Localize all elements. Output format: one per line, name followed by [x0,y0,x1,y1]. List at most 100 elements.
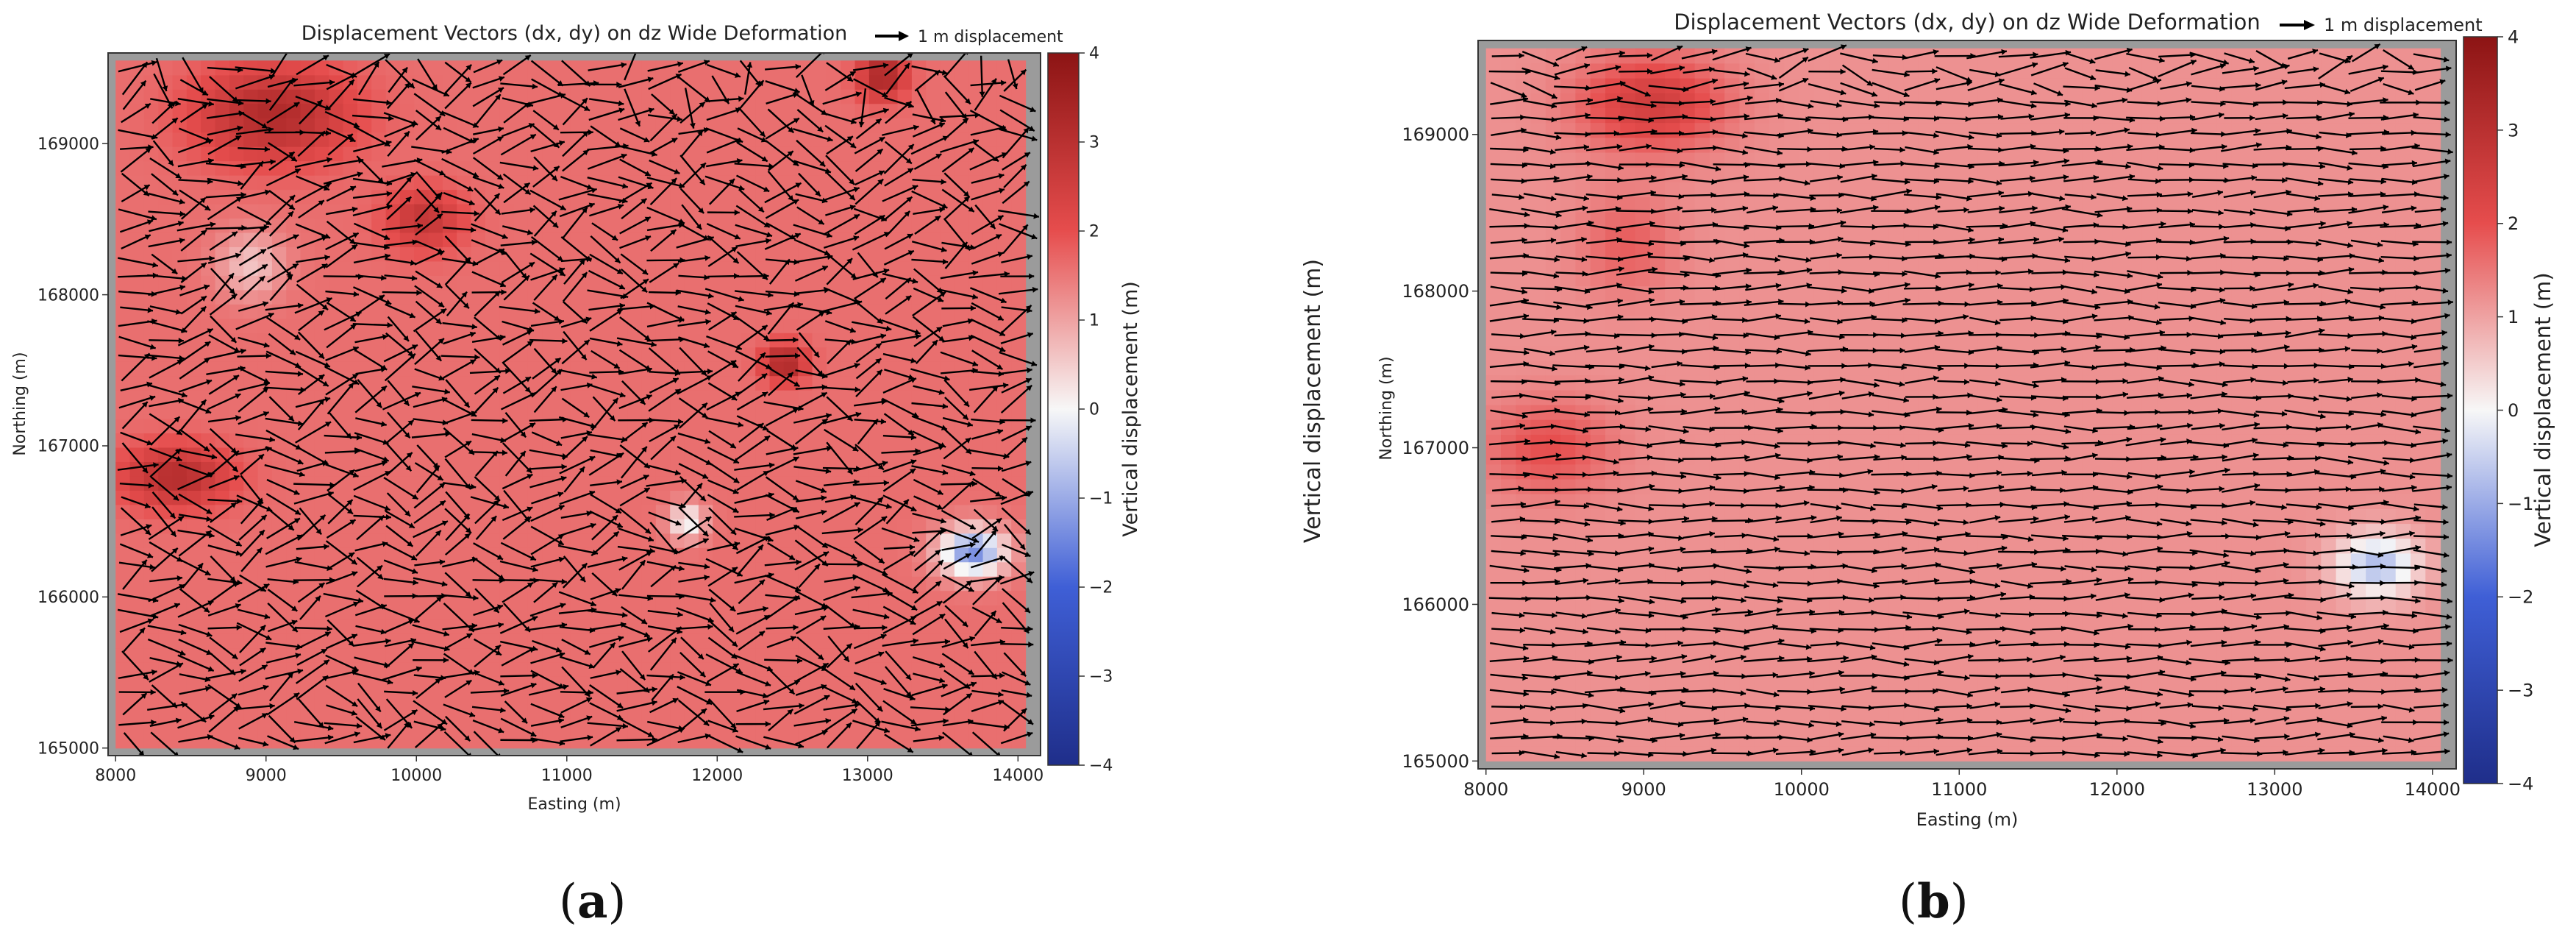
heatmap-cell [143,547,159,563]
heatmap-cell [954,175,969,191]
heatmap-cell [513,347,529,362]
vector-arrowhead [732,544,738,550]
vector-arrow [503,489,531,523]
vector-arrow [385,510,415,529]
vector-arrowhead [236,579,243,586]
heatmap-cell [996,461,1012,477]
vector-arrow [296,648,328,666]
heatmap-cell [485,189,500,205]
vector-arrowhead [492,387,499,394]
vector-arrow [473,605,504,617]
heatmap-cell [499,490,515,505]
vector-arrow [297,582,326,603]
vector-arrowhead [551,274,557,281]
heatmap-cell [542,318,557,333]
vector-arrow [149,339,184,342]
vector-arrow [413,482,446,509]
heatmap-cell [670,490,685,505]
heatmap-cell [471,246,486,262]
vector-arrow [147,320,188,333]
vector-arrow [327,382,354,415]
vector-arrowhead [497,88,504,93]
vector-arrow [707,636,738,660]
heatmap-cell [769,160,785,176]
heatmap-cell [300,705,315,720]
vector-arrowhead [581,563,588,569]
vector-arrowhead [445,431,451,437]
panel-a: Displacement Vectors (dx, dy) on dz Wide… [11,22,1142,929]
vector-arrowhead [613,531,619,538]
vector-arrow [149,413,183,436]
heatmap-cell [485,561,500,577]
vector-arrowhead [732,458,739,464]
heatmap-cell [826,533,841,548]
vector-arrowhead [174,603,180,608]
vector-arrowhead [404,510,410,516]
heatmap-cell [271,232,287,247]
heatmap-cell [684,661,699,677]
vector-arrowhead [677,116,682,122]
heatmap-cell [585,289,600,305]
vector-arrow [180,262,207,283]
vector-arrowhead [297,458,304,465]
vector-arrow [737,127,768,143]
heatmap-cell [684,547,699,563]
vector-arrowhead [554,315,560,322]
heatmap-cell [954,318,969,333]
vector-arrowhead [198,87,204,93]
vector-arrow [588,383,626,397]
heatmap-cell [599,218,614,233]
heatmap-cell [698,275,713,291]
vector-arrow [265,669,304,680]
vector-arrow [743,62,752,95]
heatmap-cell [229,633,244,649]
vector-arrowhead [465,257,471,263]
heatmap-cell [442,461,457,477]
heatmap-cell [911,647,927,663]
heatmap-cell [713,605,728,620]
heatmap-cell [428,561,443,577]
heatmap-cell [542,461,557,477]
vector-arrowhead [674,168,680,174]
vector-arrowhead [558,717,564,724]
heatmap-cell [243,533,259,548]
vector-arrowhead [678,316,685,322]
heatmap-cell [172,260,188,276]
heatmap-cell [471,561,486,577]
heatmap-cell [798,160,813,176]
vector-arrow [147,274,188,280]
heatmap-cell [926,175,941,191]
vector-arrowhead [204,341,211,347]
heatmap-cell [527,418,543,434]
vector-arrow [590,588,621,600]
heatmap-cell [755,189,771,205]
heatmap-cell [854,160,870,176]
vector-arrowhead [584,690,591,697]
heatmap-cell [115,719,131,734]
heatmap-cell [129,347,145,362]
heatmap-cell [314,475,329,491]
heatmap-cell [698,390,713,405]
heatmap-cell [599,103,614,118]
vector-arrowhead [465,82,471,89]
heatmap-cell [641,289,657,305]
vector-arrow [646,318,685,328]
heatmap-cell [115,418,131,434]
heatmap-cell [257,175,273,191]
heatmap-cell [812,504,827,519]
vector-arrow [122,559,148,590]
vector-arrow [413,397,448,408]
vector-arrow [559,202,596,218]
vector-arrowhead [647,536,654,542]
vector-arrow [265,534,303,555]
vector-arrowhead [205,408,212,414]
heatmap-cell [883,404,899,419]
vector-arrow [618,394,653,410]
heatmap-cell [968,118,984,133]
vector-arrowhead [499,281,506,288]
heatmap-cell [641,418,657,434]
heatmap-cell [186,519,201,534]
heatmap-cell [485,519,500,534]
vector-arrow [502,173,532,196]
heatmap-cell [670,705,685,720]
